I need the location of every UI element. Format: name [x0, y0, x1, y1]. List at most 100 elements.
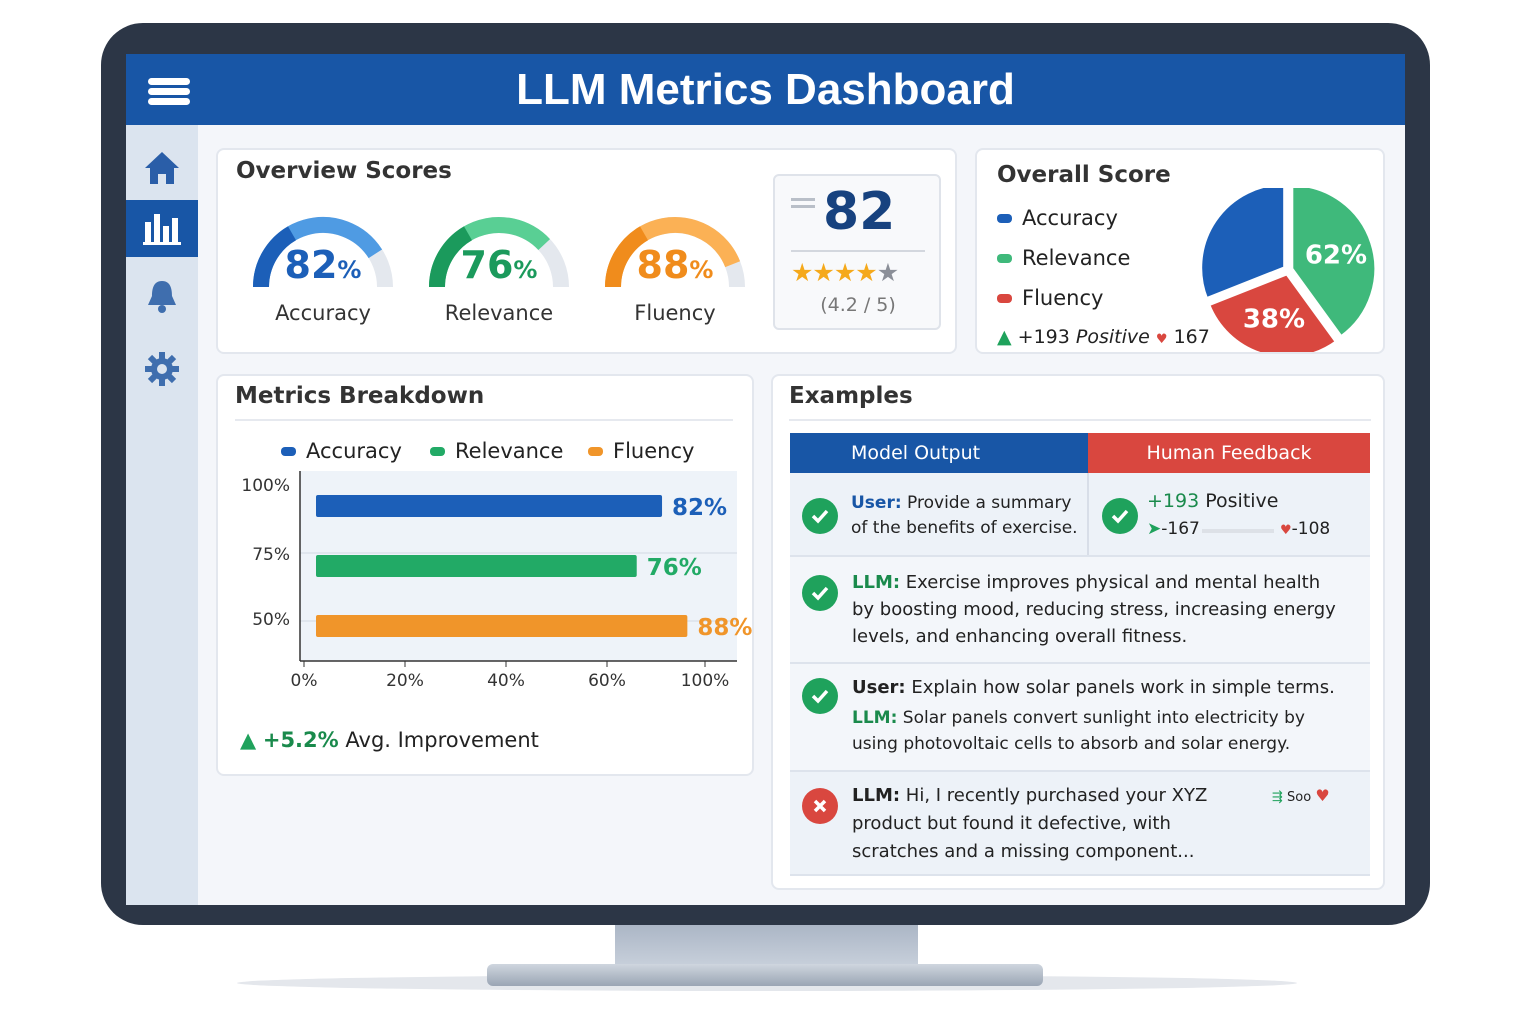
user-text: Explain how solar panels work in simple …	[911, 677, 1335, 698]
check-icon	[802, 678, 838, 714]
star-icon: ★	[812, 258, 834, 287]
accuracy-swatch	[281, 446, 296, 456]
llm-label: LLM:	[852, 572, 901, 593]
positive-count: +193	[1017, 326, 1070, 348]
llm-response: LLM: Exercise improves physical and ment…	[852, 569, 1342, 650]
y-tick-label: 50%	[252, 610, 290, 630]
bar-label: 82%	[672, 495, 727, 521]
llm-response: LLM: Solar panels convert sunlight into …	[852, 705, 1352, 757]
star-icon: ★	[833, 258, 856, 287]
sidebar-item-analytics[interactable]	[126, 200, 198, 257]
arrow-up-icon: ▲	[997, 326, 1012, 348]
example-row-3[interactable]: User: Explain how solar panels work in s…	[790, 664, 1370, 772]
fluency-swatch	[997, 293, 1012, 303]
heart-icon: ♥	[1315, 786, 1330, 805]
bar-accuracy	[316, 495, 663, 517]
sidebar-item-settings[interactable]	[126, 340, 198, 397]
user-text: Provide a summary of the benefits of exe…	[851, 493, 1078, 538]
header: LLM Metrics Dashboard	[126, 54, 1405, 125]
down2-count: -108	[1291, 519, 1331, 539]
legend-relevance: Relevance	[430, 439, 563, 463]
example-row-4[interactable]: LLM: Hi, I recently purchased your XYZ p…	[790, 772, 1370, 876]
star-icon: ★	[876, 258, 899, 287]
heart-icon: ♥	[1280, 523, 1292, 538]
gear-icon	[145, 351, 179, 386]
screen: LLM Metrics Dashboard Overview Scores 82…	[126, 54, 1405, 905]
sidebar-item-notifications[interactable]	[126, 267, 198, 324]
llm-text: Solar panels convert sunlight into elect…	[852, 708, 1305, 754]
gauge-label: Fluency	[634, 301, 716, 325]
overall-title: Overall Score	[997, 162, 1171, 188]
bar-label: 88%	[697, 615, 752, 641]
gauge-arc	[253, 217, 393, 288]
gauge-arc	[605, 217, 745, 288]
x-tick-label: 40%	[487, 671, 525, 691]
legend-label: Accuracy	[1022, 206, 1118, 230]
monitor-neck	[615, 922, 918, 968]
pie-label: 38%	[1243, 304, 1305, 334]
bell-icon	[148, 280, 176, 313]
gauge-arc	[429, 217, 569, 288]
positive-label: Positive	[1205, 490, 1279, 512]
divider	[791, 250, 925, 252]
pie-slice-accuracy	[1199, 188, 1287, 301]
overview-panel: Overview Scores 82% Accuracy 76% Relevance 8…	[216, 148, 957, 354]
score-value: 82	[823, 182, 896, 242]
row-badges: ⇶ Soo ♥	[1272, 786, 1330, 805]
llm-label: LLM:	[852, 708, 898, 728]
gauge-value: 88%	[636, 243, 714, 287]
legend-label: Relevance	[455, 439, 564, 463]
breakdown-title: Metrics Breakdown	[235, 383, 485, 409]
relevance-swatch	[430, 446, 445, 456]
error-icon	[802, 788, 838, 824]
x-tick-label: 60%	[588, 671, 626, 691]
sidebar-item-home[interactable]	[126, 139, 198, 196]
bar-fluency	[316, 615, 688, 637]
legend-label: Fluency	[1022, 286, 1104, 310]
example-row-2[interactable]: LLM: Exercise improves physical and ment…	[790, 557, 1370, 664]
llm-label: LLM:	[852, 785, 901, 806]
bar-chart-icon	[143, 213, 181, 245]
hamburger-icon[interactable]	[148, 78, 190, 105]
feedback-summary: ▲ +193 Positive ♥ 167	[997, 326, 1210, 348]
user-label: User:	[851, 493, 902, 513]
metrics-breakdown-panel: Metrics Breakdown Accuracy Relevance Flu…	[216, 374, 754, 776]
gauge-fluency: 88% Fluency	[595, 205, 755, 325]
legend-label: Accuracy	[306, 439, 402, 463]
down-count: -167	[1161, 519, 1200, 539]
example-row-1[interactable]: User: Provide a summary of the benefits …	[790, 473, 1370, 557]
column-header-human-feedback: Human Feedback	[1088, 433, 1370, 473]
gauge-relevance: 76% Relevance	[419, 205, 579, 325]
star-icon: ★	[791, 258, 813, 287]
legend-accuracy: Accuracy	[281, 439, 402, 463]
sidebar	[126, 125, 198, 905]
improvement: ▲ +5.2% Avg. Improvement	[240, 728, 539, 752]
monitor-base	[487, 964, 1043, 986]
check-icon	[1102, 498, 1138, 534]
star-rating: ★★★★★	[791, 258, 899, 287]
improvement-value: +5.2%	[262, 728, 339, 752]
user-prompt: User: Explain how solar panels work in s…	[852, 674, 1352, 702]
bar-relevance	[316, 555, 637, 577]
positive-count: +193	[1147, 490, 1200, 512]
column-header-model-output: Model Output	[790, 433, 1088, 473]
improvement-label: Avg. Improvement	[345, 728, 539, 752]
negative-count: 167	[1173, 326, 1210, 348]
trend-up-icon: ▲	[240, 728, 257, 752]
legend-fluency: Fluency	[997, 286, 1103, 310]
user-prompt: User: Provide a summary of the benefits …	[851, 491, 1081, 541]
gauge-label: Accuracy	[275, 301, 371, 325]
fluency-swatch	[588, 446, 603, 456]
pie-slice-relevance	[1290, 188, 1378, 339]
bar-chart: 100% 75% 50% 0% 20% 40% 60% 100% 82% 76% 88%	[241, 471, 752, 691]
check-icon	[802, 498, 838, 534]
gauge-accuracy: 82% Accuracy	[243, 205, 403, 325]
equals-icon	[791, 198, 815, 208]
accuracy-swatch	[997, 213, 1012, 223]
legend-label: Relevance	[1022, 246, 1131, 270]
pie-label: 62%	[1305, 240, 1367, 270]
tag-icon: ⇶	[1272, 790, 1283, 805]
legend-accuracy: Accuracy	[997, 206, 1118, 230]
examples-panel: Examples Model Output Human Feedback Use…	[771, 374, 1385, 890]
gauge-value: 76%	[460, 243, 538, 287]
